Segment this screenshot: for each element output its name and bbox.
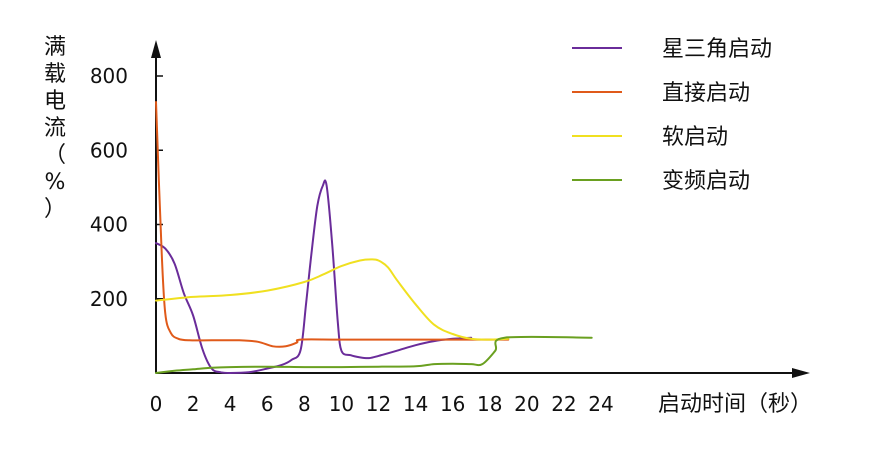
legend-label: 星三角启动 (662, 37, 772, 62)
x-tick-label: 10 (329, 392, 354, 416)
x-tick-label: 18 (477, 392, 502, 416)
y-tick-label: 800 (90, 64, 128, 88)
legend-label: 变频启动 (662, 169, 750, 194)
y-axis-label-char: （ (43, 143, 66, 168)
y-axis-label-char: 载 (43, 62, 66, 87)
x-tick-label: 2 (187, 392, 200, 416)
legend-label: 软启动 (662, 125, 728, 150)
y-axis-label: 满 载 电 流 （ % ） (40, 34, 70, 223)
y-axis-label-char: % (44, 170, 66, 195)
x-tick-label: 8 (298, 392, 311, 416)
series-line-软启动 (155, 258, 510, 341)
x-tick-label: 24 (588, 392, 613, 416)
y-tick-label: 200 (90, 287, 128, 311)
x-tick-label: 0 (150, 392, 163, 416)
x-axis-arrow (792, 368, 810, 378)
y-axis-label-char: 电 (43, 89, 66, 114)
y-tick-label: 600 (90, 138, 128, 162)
y-axis-label-char: 流 (43, 116, 66, 141)
x-tick-label: 12 (366, 392, 391, 416)
series-layer (155, 101, 593, 374)
series-line-星三角启动 (155, 179, 473, 374)
x-tick-label: 16 (440, 392, 465, 416)
y-axis-arrow (151, 40, 161, 58)
x-axis-label: 启动时间（秒） (658, 392, 812, 417)
x-tick-label: 14 (403, 392, 428, 416)
series-line-变频启动 (155, 335, 593, 374)
x-tick-label: 4 (224, 392, 237, 416)
x-tick-label: 22 (551, 392, 576, 416)
series-line-直接启动 (155, 101, 510, 348)
x-tick-label: 6 (261, 392, 274, 416)
y-tick-label: 400 (90, 213, 128, 237)
y-axis-label-char: 满 (43, 35, 66, 60)
legend-label: 直接启动 (662, 81, 750, 106)
x-tick-label: 20 (514, 392, 539, 416)
y-axis-label-char: ） (43, 197, 66, 222)
